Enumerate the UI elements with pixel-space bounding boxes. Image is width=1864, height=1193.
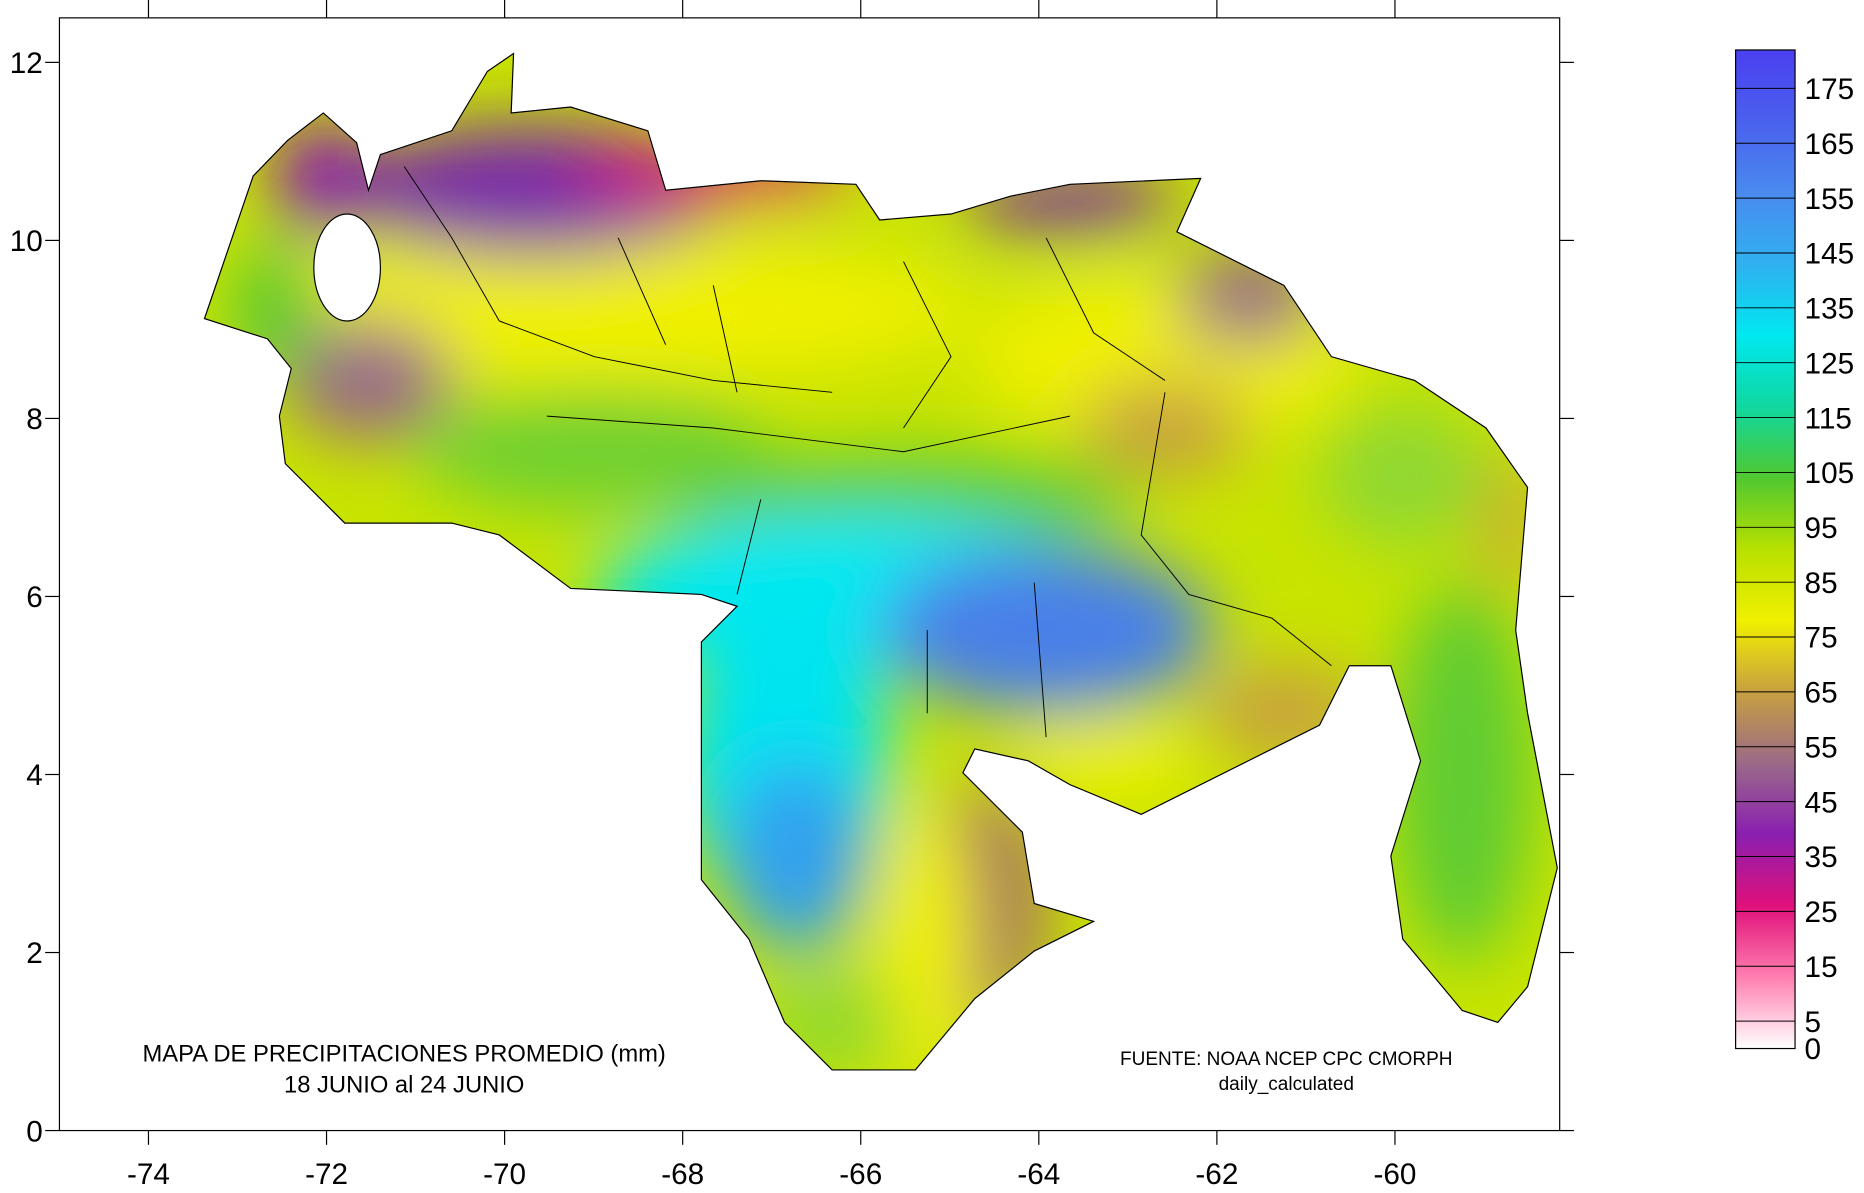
- colorbar-label: 165: [1805, 128, 1855, 161]
- y-tick-label: 12: [10, 47, 43, 80]
- colorbar-label: 25: [1805, 896, 1838, 929]
- x-tick-label: -62: [1195, 1158, 1238, 1191]
- y-tick-label: 2: [26, 937, 43, 970]
- colorbar-label: 125: [1805, 347, 1855, 380]
- country-border: [203, 52, 1558, 1071]
- x-tick-label: -60: [1373, 1158, 1416, 1191]
- x-tick-label: -64: [1017, 1158, 1060, 1191]
- state-borders: [403, 166, 1332, 738]
- x-tick-label: -72: [305, 1158, 348, 1191]
- map-source-note: daily_calculated: [1219, 1074, 1354, 1095]
- y-tick-label: 10: [10, 225, 43, 258]
- colorbar-label: 155: [1805, 183, 1855, 216]
- colorbar-label: 145: [1805, 238, 1855, 271]
- x-tick-label: -68: [661, 1158, 704, 1191]
- lake-maracaibo: [313, 213, 382, 322]
- colorbar-label: 135: [1805, 293, 1855, 326]
- x-tick-label: -66: [839, 1158, 882, 1191]
- colorbar-label: 5: [1805, 1006, 1822, 1039]
- colorbar-label: 0: [1805, 1033, 1822, 1066]
- x-tick-label: -74: [127, 1158, 170, 1191]
- colorbar-label: 15: [1805, 951, 1838, 984]
- colorbar-label: 85: [1805, 567, 1838, 600]
- x-tick-label: -70: [483, 1158, 526, 1191]
- y-tick-label: 8: [26, 403, 43, 436]
- colorbar-label: 115: [1805, 402, 1852, 435]
- colorbar-label: 35: [1805, 841, 1838, 874]
- map-period: 18 JUNIO al 24 JUNIO: [284, 1072, 524, 1099]
- colorbar-label: 45: [1805, 786, 1838, 819]
- colorbar-label: 95: [1805, 512, 1838, 545]
- colorbar-label: 65: [1805, 677, 1838, 710]
- y-tick-label: 0: [26, 1115, 43, 1148]
- map-source: FUENTE: NOAA NCEP CPC CMORPH: [1120, 1049, 1452, 1070]
- colorbar: [1735, 49, 1796, 1050]
- colorbar-label: 75: [1805, 622, 1838, 655]
- colorbar-label: 175: [1805, 73, 1855, 106]
- colorbar-label: 105: [1805, 457, 1855, 490]
- map-title: MAPA DE PRECIPITACIONES PROMEDIO (mm): [143, 1041, 666, 1068]
- colorbar-label: 55: [1805, 731, 1838, 764]
- y-tick-label: 6: [26, 581, 43, 614]
- y-tick-label: 4: [26, 759, 43, 792]
